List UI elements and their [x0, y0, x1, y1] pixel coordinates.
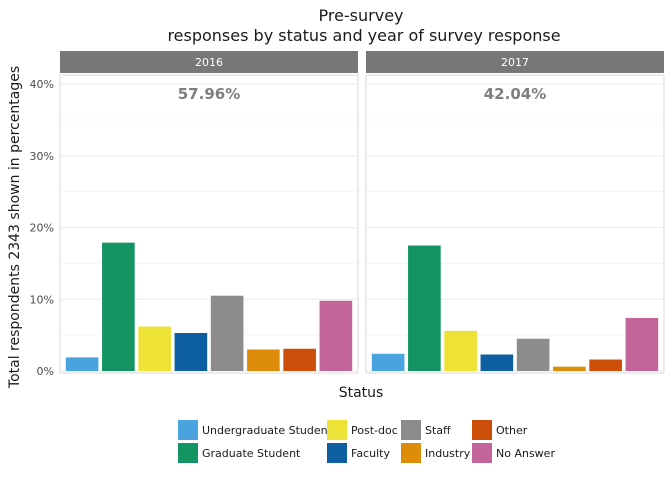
panel-border — [365, 74, 665, 374]
bar-2017-4 — [516, 338, 550, 371]
bar-2017-7 — [625, 317, 659, 371]
bar-2016-5 — [247, 349, 280, 371]
bar-2017-6 — [589, 359, 622, 371]
legend-key — [327, 420, 347, 440]
panel-strip-label: 2016 — [195, 56, 223, 69]
legend-key — [472, 443, 492, 463]
bar-2016-3 — [174, 332, 208, 371]
panel-strip — [60, 51, 358, 73]
bar-2016-1 — [102, 242, 135, 371]
legend-label: Other — [496, 424, 528, 437]
y-tick-label: 40% — [30, 78, 54, 91]
panels: 0% 10% 20% 30% 40% 2016 57.96% 2017 42.04% — [30, 51, 665, 378]
legend-label: Undergraduate Student — [202, 424, 333, 437]
panel-2017: 2017 42.04% — [365, 51, 665, 374]
y-axis-title: Total respondents 2343 shown in percenta… — [7, 66, 23, 389]
bar-2017-2 — [444, 330, 477, 371]
panel-2016: 2016 57.96% — [59, 51, 359, 374]
y-tick-label: 20% — [30, 222, 54, 235]
legend-key — [401, 443, 421, 463]
panel-annotation: 42.04% — [484, 85, 546, 103]
bar-2017-3 — [480, 354, 514, 371]
chart-title-line1: Pre-survey — [318, 6, 403, 25]
y-tick-label: 30% — [30, 150, 54, 163]
legend-label: Industry — [425, 447, 471, 460]
bar-2016-2 — [138, 326, 171, 371]
legend-label: Graduate Student — [202, 447, 301, 460]
bar-2016-7 — [319, 300, 353, 371]
bar-2017-5 — [553, 366, 586, 371]
legend-key — [178, 420, 198, 440]
bar-2017-0 — [371, 353, 405, 371]
y-tick-label: 0% — [37, 365, 54, 378]
y-tick-label: 10% — [30, 293, 54, 306]
chart-title-line2: responses by status and year of survey r… — [167, 26, 560, 45]
panel-strip — [366, 51, 664, 73]
legend-label: No Answer — [496, 447, 555, 460]
x-axis-title: Status — [339, 385, 384, 401]
panel-annotation: 57.96% — [178, 85, 240, 103]
legend: Undergraduate Student Graduate Student Pos… — [178, 420, 555, 463]
legend-key — [401, 420, 421, 440]
bar-2016-6 — [283, 348, 316, 371]
panel-border — [59, 74, 359, 374]
legend-key — [472, 420, 492, 440]
bar-2016-4 — [210, 295, 244, 371]
legend-label: Faculty — [351, 447, 390, 460]
panel-strip-label: 2017 — [501, 56, 529, 69]
bar-2017-1 — [408, 245, 441, 371]
legend-key — [178, 443, 198, 463]
legend-key — [327, 443, 347, 463]
bar-2016-0 — [65, 357, 99, 371]
legend-label: Staff — [425, 424, 451, 437]
legend-label: Post-doc — [351, 424, 398, 437]
